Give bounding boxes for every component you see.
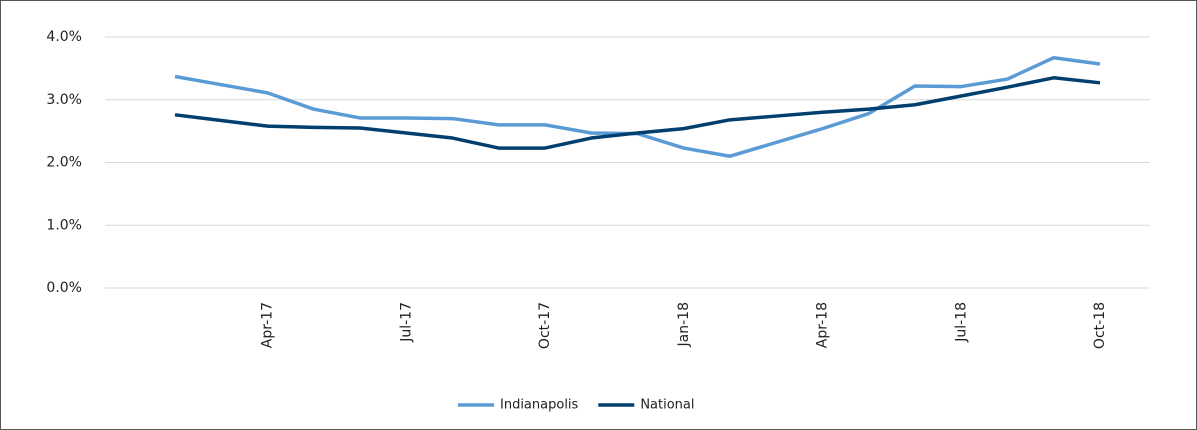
x-tick-label: Apr-18 (815, 302, 831, 348)
x-tick-label: Oct-18 (1092, 302, 1108, 349)
y-tick-label: 4.0% (46, 29, 82, 45)
x-tick-label: Jul-18 (953, 302, 969, 343)
legend-label: Indianapolis (500, 398, 579, 413)
x-tick-label: Jul-17 (398, 302, 414, 343)
y-tick-label: 1.0% (46, 217, 82, 233)
series-line (174, 76, 1101, 150)
x-tick-label: Apr-17 (260, 302, 276, 348)
x-tick-label: Oct-17 (537, 302, 553, 349)
legend-label: National (640, 398, 694, 413)
y-tick-label: 3.0% (46, 92, 82, 108)
y-tick-label: 2.0% (46, 155, 82, 171)
x-tick-label: Jan-18 (676, 302, 692, 347)
y-tick-label: 0.0% (46, 280, 82, 296)
